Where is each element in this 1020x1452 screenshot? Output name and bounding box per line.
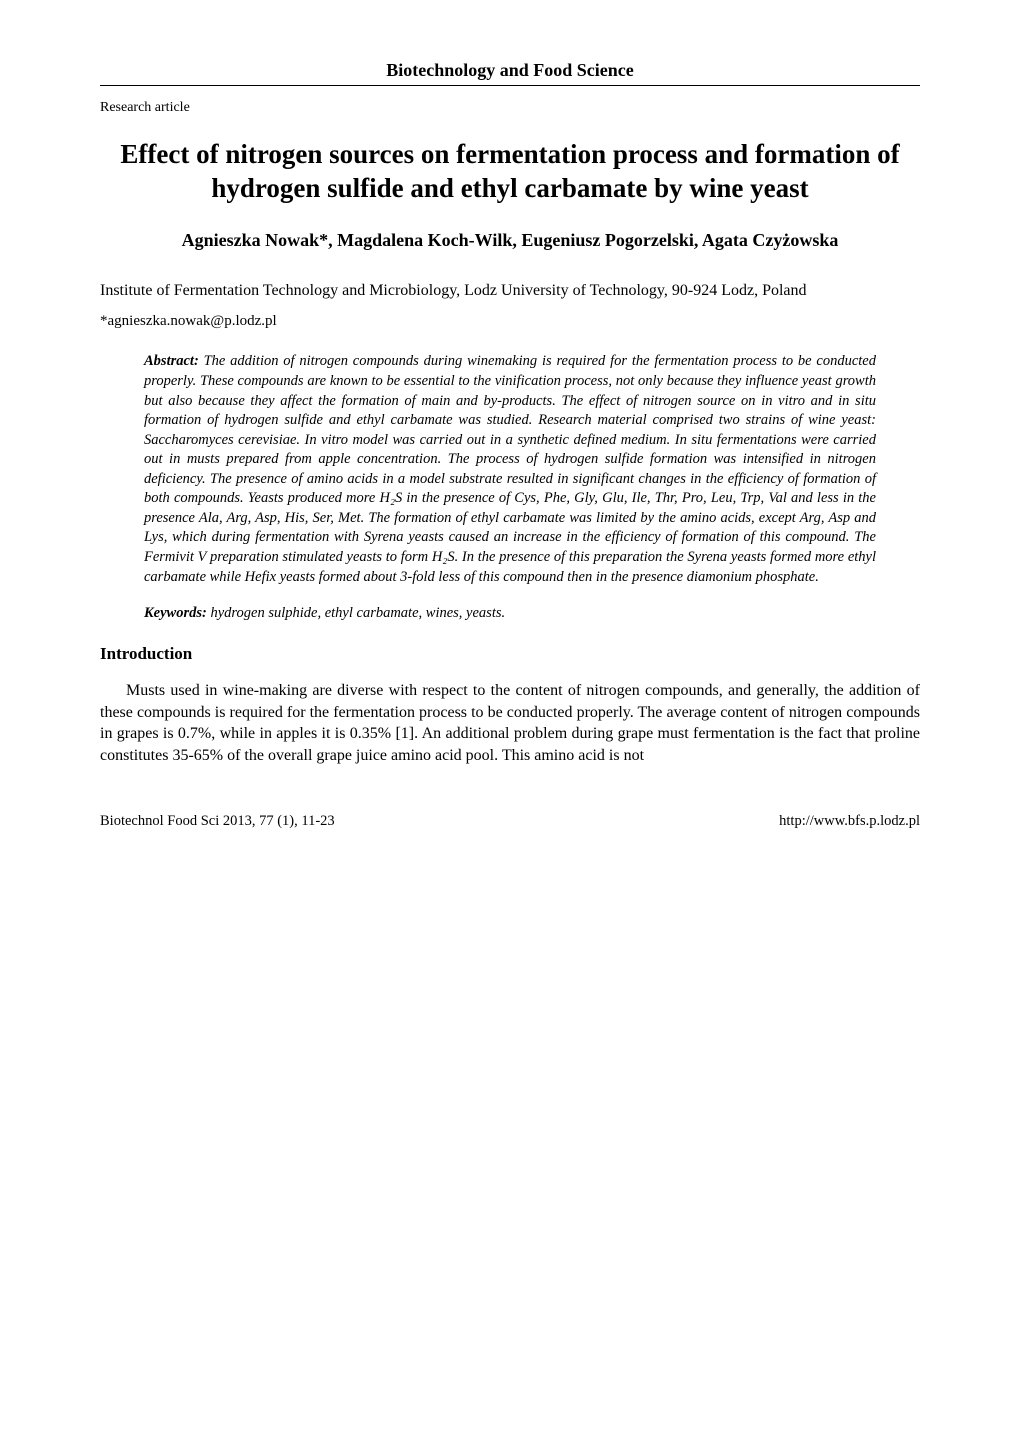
footer-url: http://www.bfs.p.lodz.pl — [779, 813, 920, 830]
abstract-block: Abstract: The addition of nitrogen compo… — [144, 352, 876, 587]
page-footer: Biotechnol Food Sci 2013, 77 (1), 11-23 … — [100, 813, 920, 830]
affiliation: Institute of Fermentation Technology and… — [100, 280, 920, 302]
keywords-label: Keywords: — [144, 605, 207, 621]
article-type: Research article — [100, 100, 920, 116]
journal-header: Biotechnology and Food Science — [100, 60, 920, 86]
keywords-block: Keywords: hydrogen sulphide, ethyl carba… — [144, 605, 876, 622]
article-title: Effect of nitrogen sources on fermentati… — [100, 138, 920, 206]
abstract-text: The addition of nitrogen compounds durin… — [144, 353, 876, 584]
corresponding-email: *agnieszka.nowak@p.lodz.pl — [100, 313, 920, 330]
footer-citation: Biotechnol Food Sci 2013, 77 (1), 11-23 — [100, 813, 335, 830]
authors: Agnieszka Nowak*, Magdalena Koch-Wilk, E… — [100, 228, 920, 252]
section-heading-introduction: Introduction — [100, 644, 920, 664]
abstract-label: Abstract: — [144, 353, 199, 369]
body-paragraph: Musts used in wine-making are diverse wi… — [100, 680, 920, 766]
keywords-text: hydrogen sulphide, ethyl carbamate, wine… — [207, 605, 505, 621]
